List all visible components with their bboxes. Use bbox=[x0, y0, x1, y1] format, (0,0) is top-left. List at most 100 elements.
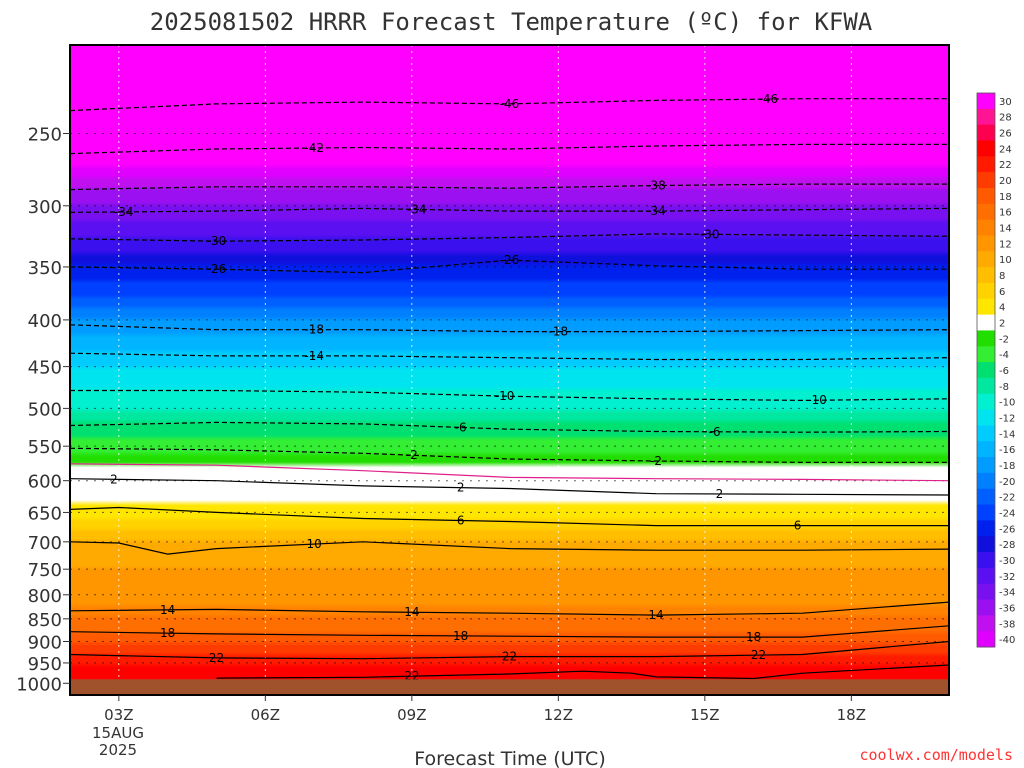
x-tick-label: 18Z bbox=[837, 706, 866, 724]
contour-label: -6 bbox=[455, 420, 467, 434]
contour-label: -10 bbox=[495, 389, 515, 403]
colorbar-swatch bbox=[977, 140, 995, 157]
plot-frame bbox=[69, 44, 950, 696]
colorbar-swatch bbox=[977, 409, 995, 426]
colorbar-label: 16 bbox=[999, 208, 1012, 219]
colorbar-label: 8 bbox=[999, 271, 1005, 282]
colorbar-swatch bbox=[977, 552, 995, 569]
colorbar-swatch bbox=[977, 251, 995, 268]
x-tick-label: 06Z bbox=[251, 706, 280, 724]
colorbar-label: -10 bbox=[999, 398, 1015, 409]
y-tick-label: 400 bbox=[28, 311, 62, 332]
contour-line bbox=[70, 601, 949, 616]
colorbar-label: 20 bbox=[999, 176, 1012, 187]
colorbar-swatch bbox=[977, 457, 995, 474]
colorbar-label: -8 bbox=[999, 382, 1009, 393]
x-tick-label: 15Z bbox=[690, 706, 719, 724]
colorbar-swatch bbox=[977, 567, 995, 585]
contour-line bbox=[70, 183, 949, 191]
colorbar-swatch bbox=[977, 504, 995, 521]
y-tick-label: 250 bbox=[28, 124, 62, 145]
colorbar-label: -24 bbox=[999, 508, 1015, 519]
colorbar-label: -34 bbox=[999, 588, 1015, 599]
contour-line bbox=[70, 625, 949, 638]
colorbar-label: -6 bbox=[999, 366, 1009, 377]
colorbar-label: -22 bbox=[999, 493, 1015, 504]
site-credit-link[interactable]: coolwx.com/models bbox=[859, 746, 1013, 764]
contour-label: -30 bbox=[700, 227, 720, 241]
colorbar-swatch bbox=[977, 267, 995, 284]
contour-label: -18 bbox=[549, 325, 569, 339]
contour-label: -34 bbox=[646, 204, 666, 218]
y-tick-label: 850 bbox=[28, 610, 62, 631]
contour-label: -18 bbox=[304, 323, 324, 337]
contour-label: -6 bbox=[709, 425, 721, 439]
colorbar-swatch bbox=[977, 124, 995, 141]
chart-title: 2025081502 HRRR Forecast Temperature (ºC… bbox=[150, 8, 873, 36]
grid bbox=[70, 45, 949, 695]
contour-line bbox=[70, 506, 949, 527]
colorbar-label: 2 bbox=[999, 319, 1005, 330]
date-label-day: 15AUG bbox=[92, 724, 144, 742]
colorbar-label: 6 bbox=[999, 287, 1005, 298]
contour-line bbox=[70, 98, 949, 112]
y-tick-label: 750 bbox=[28, 560, 62, 581]
contour-label: 6 bbox=[457, 513, 465, 527]
colorbar-swatch bbox=[977, 330, 995, 347]
colorbar-label: 26 bbox=[999, 129, 1012, 140]
colorbar-swatch bbox=[977, 203, 995, 221]
y-axis-ticks: 2503003504004505005506006507007508008509… bbox=[16, 124, 70, 695]
colorbar-swatch bbox=[977, 362, 995, 379]
x-tick-label: 03Z bbox=[104, 706, 133, 724]
contour-label: -2 bbox=[406, 448, 418, 462]
colorbar-swatch bbox=[977, 377, 995, 395]
colorbar-swatch bbox=[977, 346, 995, 363]
contour-label: -34 bbox=[114, 205, 134, 219]
contour-label: 14 bbox=[404, 605, 419, 619]
contour-line bbox=[70, 640, 949, 660]
x-tick-label: 09Z bbox=[397, 706, 426, 724]
colorbar-swatch bbox=[977, 314, 995, 331]
y-tick-label: 350 bbox=[28, 258, 62, 279]
y-tick-label: 650 bbox=[28, 503, 62, 524]
colorbar-swatch bbox=[977, 520, 995, 537]
y-tick-label: 1000 bbox=[16, 674, 62, 695]
contour-label: 18 bbox=[453, 629, 468, 643]
contour-label: -42 bbox=[304, 141, 324, 155]
colorbar-swatch bbox=[977, 599, 995, 616]
colorbar-swatch bbox=[977, 108, 995, 126]
colorbar-label: -36 bbox=[999, 603, 1015, 614]
x-axis-title: Forecast Time (UTC) bbox=[414, 748, 605, 768]
x-tick-label: 12Z bbox=[544, 706, 573, 724]
y-tick-label: 900 bbox=[28, 632, 62, 653]
colorbar-label: -2 bbox=[999, 334, 1009, 345]
contour-line bbox=[70, 447, 949, 463]
colorbar-swatch bbox=[977, 472, 995, 490]
colorbar-swatch bbox=[977, 93, 995, 110]
colorbar-swatch bbox=[977, 631, 995, 648]
contour-label: 18 bbox=[746, 630, 761, 644]
contour-line bbox=[70, 463, 949, 482]
contour-line bbox=[70, 207, 949, 213]
colorbar-swatch bbox=[977, 282, 995, 300]
contour-label: 6 bbox=[794, 519, 802, 533]
contour-line bbox=[70, 352, 949, 361]
colorbar-label: -18 bbox=[999, 461, 1015, 472]
colorbar-label: 28 bbox=[999, 113, 1012, 124]
contour-line bbox=[70, 259, 949, 274]
colorbar-swatch bbox=[977, 298, 995, 316]
colorbar-label: 30 bbox=[999, 97, 1012, 108]
colorbar-swatch bbox=[977, 488, 995, 506]
contour-label: 2 bbox=[457, 481, 465, 495]
contour-label: -26 bbox=[500, 253, 520, 267]
colorbar-label: 10 bbox=[999, 255, 1012, 266]
colorbar-swatch bbox=[977, 441, 995, 458]
contour-line bbox=[70, 541, 949, 555]
colorbar-label: 18 bbox=[999, 192, 1012, 203]
contour-label: 18 bbox=[160, 626, 175, 640]
colorbar-label: -32 bbox=[999, 572, 1015, 583]
y-tick-label: 600 bbox=[28, 472, 62, 493]
contour-label: -2 bbox=[650, 454, 662, 468]
contour-lines: -46 -46-42-38-34 -34 -34-30 -30-26-26-18 -18-… bbox=[70, 92, 949, 683]
contour-label: -14 bbox=[304, 349, 324, 363]
